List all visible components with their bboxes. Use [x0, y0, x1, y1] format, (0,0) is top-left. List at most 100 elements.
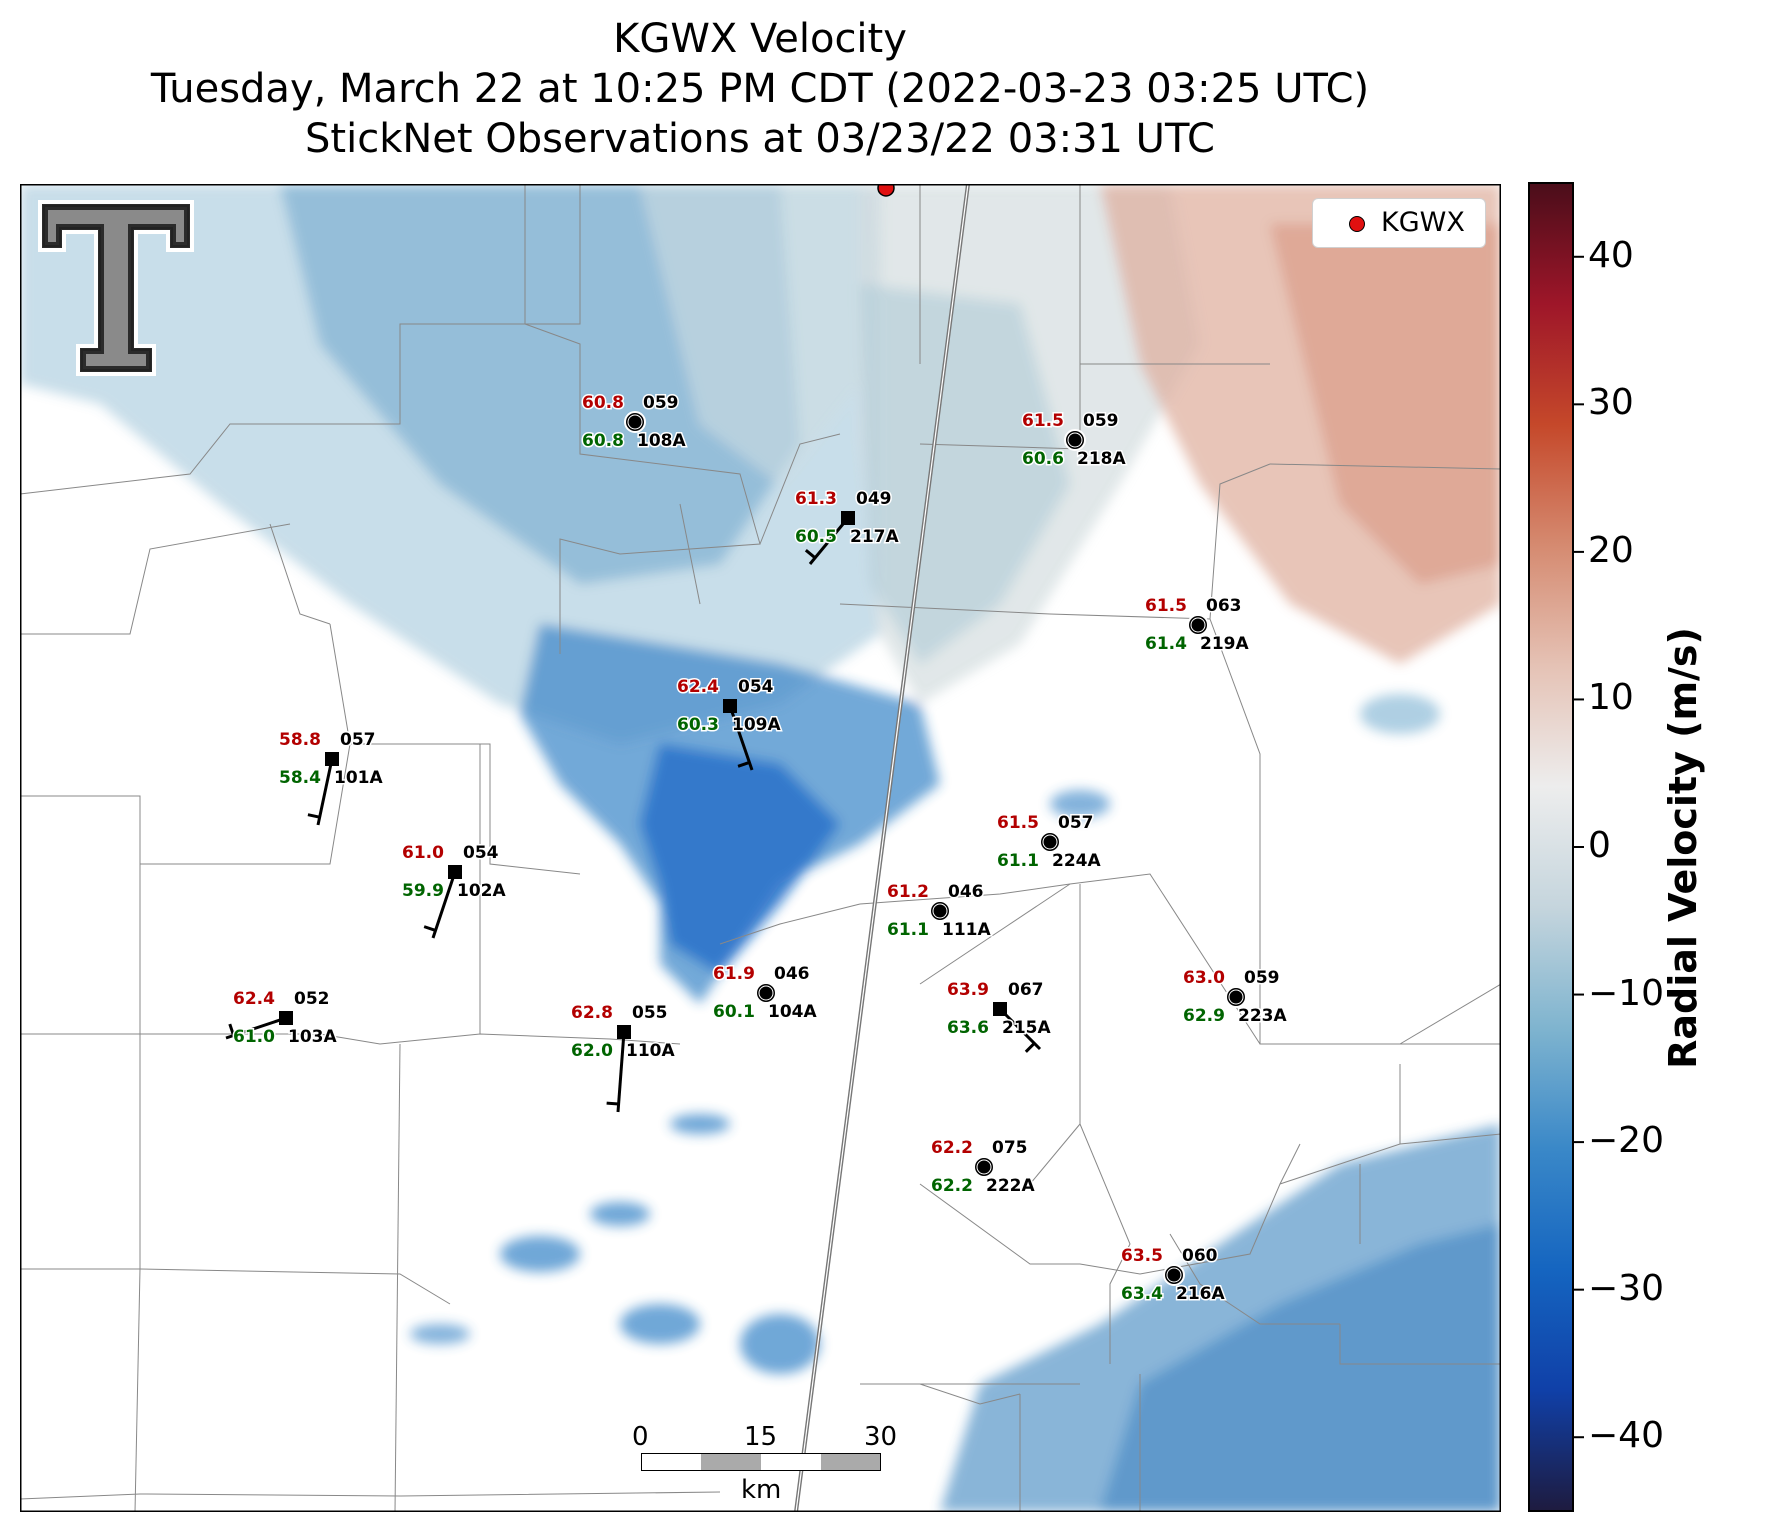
legend-marker-icon — [1349, 216, 1365, 232]
station-temperature: 58.8 — [279, 730, 321, 750]
station-dewpoint: 61.1 — [887, 920, 929, 940]
radar-map: 60.8 059 60.8 108A 61.5 059 60.6 218A 61.3 049 60.… — [20, 184, 1501, 1512]
county-boundaries — [20, 184, 1501, 1512]
wind-barb — [728, 705, 754, 771]
colorbar-tick-label: −10 — [1588, 972, 1664, 1014]
map-legend: KGWX — [1312, 198, 1486, 248]
station-temperature: 63.9 — [947, 980, 989, 1000]
colorbar-tick-label: 40 — [1588, 234, 1634, 276]
station-dewpoint: 60.6 — [1022, 449, 1064, 469]
station-dewpoint: 61.4 — [1145, 634, 1187, 654]
station-temperature: 62.8 — [571, 1003, 613, 1023]
wind-barb — [808, 517, 850, 565]
station-calm-ring — [1228, 989, 1244, 1005]
colorbar-label: Radial Velocity (m/s) — [1661, 627, 1705, 1069]
station-calm-ring — [627, 414, 643, 430]
station-marker[interactable] — [325, 752, 339, 766]
colorbar-tick-label: −30 — [1588, 1267, 1664, 1309]
station-id: 102A — [457, 881, 506, 901]
station-dewpoint: 62.9 — [1183, 1006, 1225, 1026]
station-wind-direction: 057 — [340, 730, 376, 750]
colorbar-tick-label: 20 — [1588, 529, 1634, 571]
station-wind-direction: 057 — [1058, 813, 1094, 833]
station-wind-direction: 063 — [1206, 596, 1242, 616]
station-id: 103A — [288, 1027, 337, 1047]
station-wind-direction: 059 — [1083, 411, 1119, 431]
colorbar-tick-label: 30 — [1588, 382, 1634, 424]
station-temperature: 63.5 — [1121, 1246, 1163, 1266]
wind-barb-flag — [1024, 1042, 1036, 1053]
station-dewpoint: 60.5 — [795, 527, 837, 547]
station-dewpoint: 60.8 — [582, 431, 624, 451]
station-id: 224A — [1052, 851, 1101, 871]
wind-barb — [225, 1016, 287, 1040]
station-calm-ring — [758, 985, 774, 1001]
station-temperature: 63.0 — [1183, 968, 1225, 988]
scale-tick-30: 30 — [864, 1422, 898, 1452]
station-dewpoint: 62.2 — [931, 1176, 973, 1196]
station-calm-ring — [976, 1159, 992, 1175]
station-dewpoint: 58.4 — [279, 768, 321, 788]
university-logo: T — [36, 198, 194, 376]
station-wind-direction: 059 — [1244, 968, 1280, 988]
station-marker[interactable] — [841, 511, 855, 525]
station-dewpoint: 61.0 — [233, 1027, 275, 1047]
station-id: 110A — [626, 1041, 675, 1061]
station-temperature: 62.2 — [931, 1138, 973, 1158]
station-marker[interactable] — [723, 699, 737, 713]
station-wind-direction: 049 — [856, 489, 892, 509]
station-id: 109A — [732, 715, 781, 735]
colorbar-tick-label: −40 — [1588, 1415, 1664, 1457]
station-marker[interactable] — [448, 865, 462, 879]
station-wind-direction: 067 — [1008, 980, 1044, 1000]
station-dewpoint: 60.3 — [677, 715, 719, 735]
station-marker[interactable] — [279, 1011, 293, 1025]
station-calm-ring — [1190, 617, 1206, 633]
wind-barb — [316, 758, 334, 826]
station-temperature: 61.9 — [713, 964, 755, 984]
station-temperature: 61.3 — [795, 489, 837, 509]
station-temperature: 62.4 — [677, 677, 719, 697]
station-marker[interactable] — [617, 1025, 631, 1039]
wind-barb-flag — [737, 761, 750, 768]
station-wind-direction: 059 — [643, 393, 679, 413]
station-wind-direction: 046 — [948, 882, 984, 902]
station-calm-ring — [1067, 432, 1083, 448]
velocity-field — [20, 184, 1501, 1512]
legend-label: KGWX — [1381, 207, 1465, 238]
station-dewpoint: 62.0 — [571, 1041, 613, 1061]
station-id: 101A — [334, 768, 383, 788]
wind-barb — [616, 1031, 626, 1113]
colorbar — [1528, 182, 1584, 1512]
title-sticknet: StickNet Observations at 03/23/22 03:31 … — [305, 116, 1215, 162]
station-calm-ring — [932, 903, 948, 919]
colorbar-tick-label: −20 — [1588, 1120, 1664, 1162]
radar-site-marker — [877, 184, 895, 197]
station-temperature: 61.2 — [887, 882, 929, 902]
station-id: 215A — [1002, 1018, 1051, 1038]
station-id: 217A — [850, 527, 899, 547]
station-wind-direction: 054 — [463, 843, 499, 863]
station-id: 223A — [1238, 1006, 1287, 1026]
station-dewpoint: 59.9 — [402, 881, 444, 901]
colorbar-tick-label: 0 — [1588, 825, 1611, 866]
station-wind-direction: 052 — [294, 989, 330, 1009]
station-id: 108A — [637, 431, 686, 451]
scale-bar — [641, 1453, 881, 1471]
logo-letter: T — [36, 198, 37, 199]
title-radar: KGWX Velocity — [613, 16, 907, 62]
station-calm-ring — [1166, 1267, 1182, 1283]
station-dewpoint: 63.6 — [947, 1018, 989, 1038]
station-temperature: 61.0 — [402, 843, 444, 863]
station-dewpoint: 63.4 — [1121, 1284, 1163, 1304]
station-id: 216A — [1176, 1284, 1225, 1304]
station-marker[interactable] — [993, 1002, 1007, 1016]
station-id: 111A — [942, 920, 991, 940]
wind-barb-flag — [804, 549, 817, 559]
station-id: 222A — [986, 1176, 1035, 1196]
scale-tick-15: 15 — [744, 1422, 778, 1452]
station-wind-direction: 055 — [632, 1003, 668, 1023]
colorbar-tick-label: 10 — [1588, 677, 1634, 719]
wind-barb — [431, 871, 457, 939]
station-id: 219A — [1200, 634, 1249, 654]
